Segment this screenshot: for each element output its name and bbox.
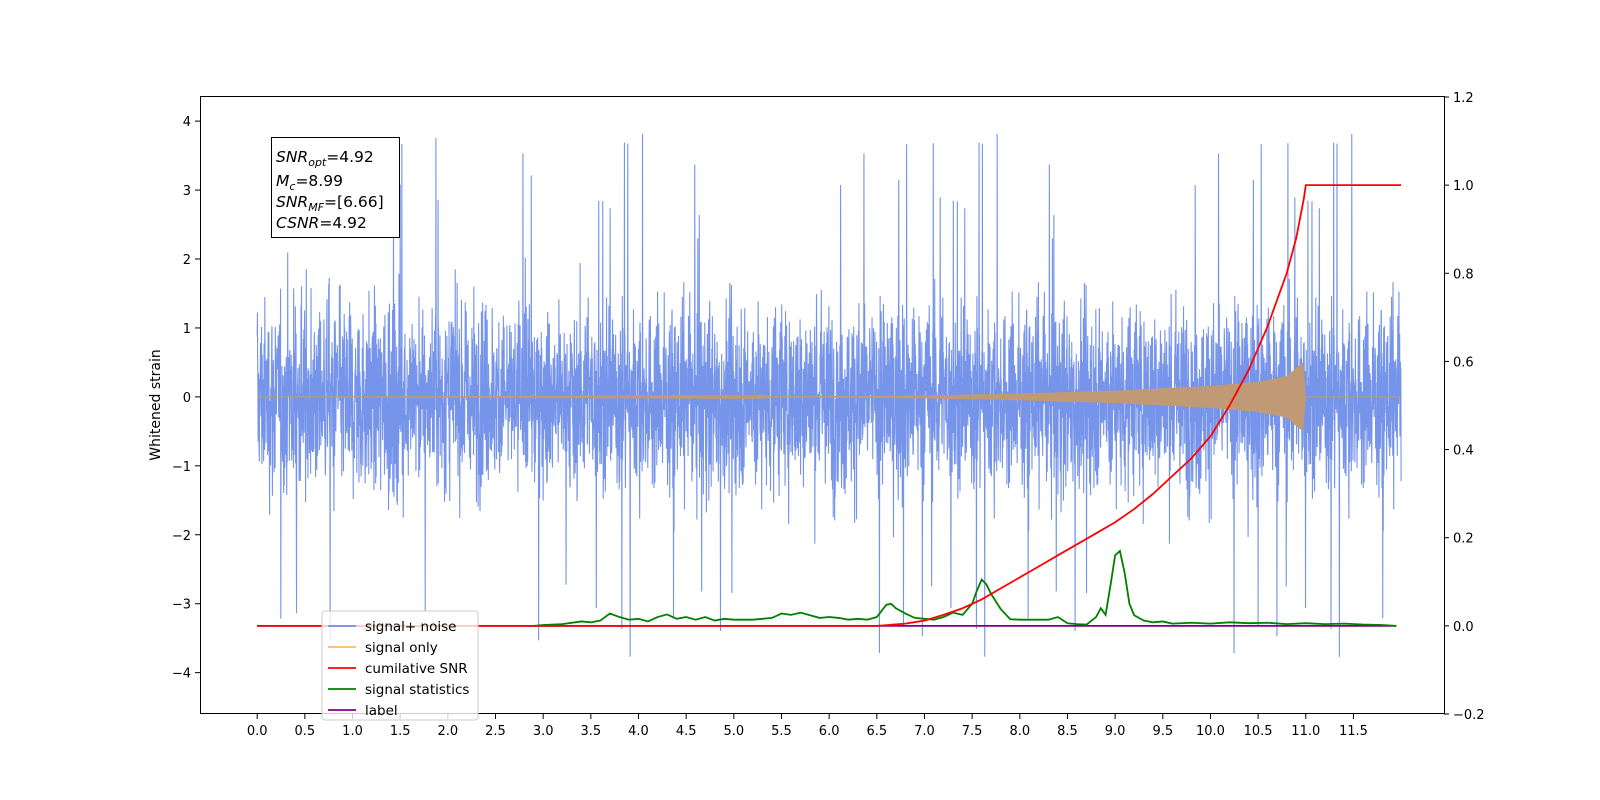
x-tick-label: 7.5 — [962, 724, 983, 739]
x-tick-label: 1.0 — [342, 724, 363, 739]
plot-area — [256, 133, 1402, 657]
legend-box — [321, 610, 479, 721]
annotation-mc: Mc=8.99 — [276, 172, 343, 193]
series-signal-only — [257, 362, 1402, 432]
x-tick-label: 6.0 — [819, 724, 840, 739]
y2-tick-label: 0.6 — [1453, 355, 1474, 370]
y-tick-label: 0 — [183, 391, 191, 406]
x-tick-label: 8.0 — [1009, 724, 1030, 739]
y-axis-left: 4 3 2 1 0 −1 −2 −3 −4 — [172, 115, 200, 682]
x-axis: 0.0 0.5 1.0 1.5 2.0 2.5 3.0 3.5 4.0 4.5 5.0 5.5 6.0 6… — [247, 714, 1368, 739]
x-tick-label: 3.0 — [533, 724, 554, 739]
x-tick-label: 6.5 — [866, 724, 887, 739]
series-signal-noise — [256, 133, 1402, 657]
x-tick-label: 10.5 — [1244, 724, 1273, 739]
legend-label: signal only — [365, 640, 438, 656]
annotation-snr-mf: SNRMF=[6.66] — [276, 193, 384, 214]
legend-label: signal+ noise — [365, 619, 456, 635]
y-tick-label: 1 — [183, 322, 191, 337]
x-tick-label: 3.5 — [580, 724, 601, 739]
x-tick-label: 4.0 — [628, 724, 649, 739]
series-cumulative-snr — [257, 184, 1402, 627]
y2-tick-label: −0.2 — [1453, 708, 1485, 723]
x-tick-label: 2.5 — [485, 724, 506, 739]
x-tick-label: 5.0 — [723, 724, 744, 739]
axes-frame — [200, 96, 1445, 714]
x-tick-label: 11.0 — [1291, 724, 1320, 739]
x-tick-label: 7.0 — [914, 724, 935, 739]
y2-tick-label: 0.0 — [1453, 620, 1474, 635]
y2-tick-label: 1.2 — [1453, 91, 1474, 106]
annotation-box: SNRopt=4.92 Mc=8.99 SNRMF=[6.66] CSNR=4.… — [271, 137, 400, 238]
y-tick-label: −2 — [172, 529, 191, 544]
y-tick-label: 3 — [183, 184, 191, 199]
x-tick-label: 10.0 — [1196, 724, 1225, 739]
legend-label: cumilative SNR — [365, 661, 468, 677]
x-tick-label: 9.0 — [1105, 724, 1126, 739]
x-tick-label: 5.5 — [771, 724, 792, 739]
y2-tick-label: 0.8 — [1453, 267, 1474, 282]
x-tick-label: 2.0 — [438, 724, 459, 739]
x-tick-label: 8.5 — [1057, 724, 1078, 739]
legend-label: signal statistics — [365, 682, 469, 698]
series-signal-statistics — [533, 549, 1397, 627]
y2-tick-label: 0.2 — [1453, 532, 1474, 547]
y-axis-right: 1.2 1.0 0.8 0.6 0.4 0.2 0.0 −0.2 — [1444, 91, 1485, 723]
x-tick-label: 0.5 — [295, 724, 316, 739]
y-tick-label: −1 — [172, 460, 191, 475]
annotation-csnr: CSNR=4.92 — [276, 214, 367, 232]
y-tick-label: 2 — [183, 253, 191, 268]
x-tick-label: 0.0 — [247, 724, 268, 739]
y2-tick-label: 1.0 — [1453, 179, 1474, 194]
x-tick-label: 9.5 — [1152, 724, 1173, 739]
y-tick-label: 4 — [183, 115, 191, 130]
legend-label: label — [365, 703, 398, 719]
y-tick-label: −4 — [172, 667, 191, 682]
annotation-snr-opt: SNRopt=4.92 — [276, 148, 374, 169]
y2-tick-label: 0.4 — [1453, 444, 1474, 459]
legend: signal+ noise signal only cumilative SNR si… — [321, 610, 479, 721]
y-tick-label: −3 — [172, 598, 191, 613]
x-tick-label: 11.5 — [1339, 724, 1368, 739]
x-tick-label: 4.5 — [676, 724, 697, 739]
y-axis-label: Whitened strain — [148, 349, 164, 460]
x-tick-label: 1.5 — [390, 724, 411, 739]
